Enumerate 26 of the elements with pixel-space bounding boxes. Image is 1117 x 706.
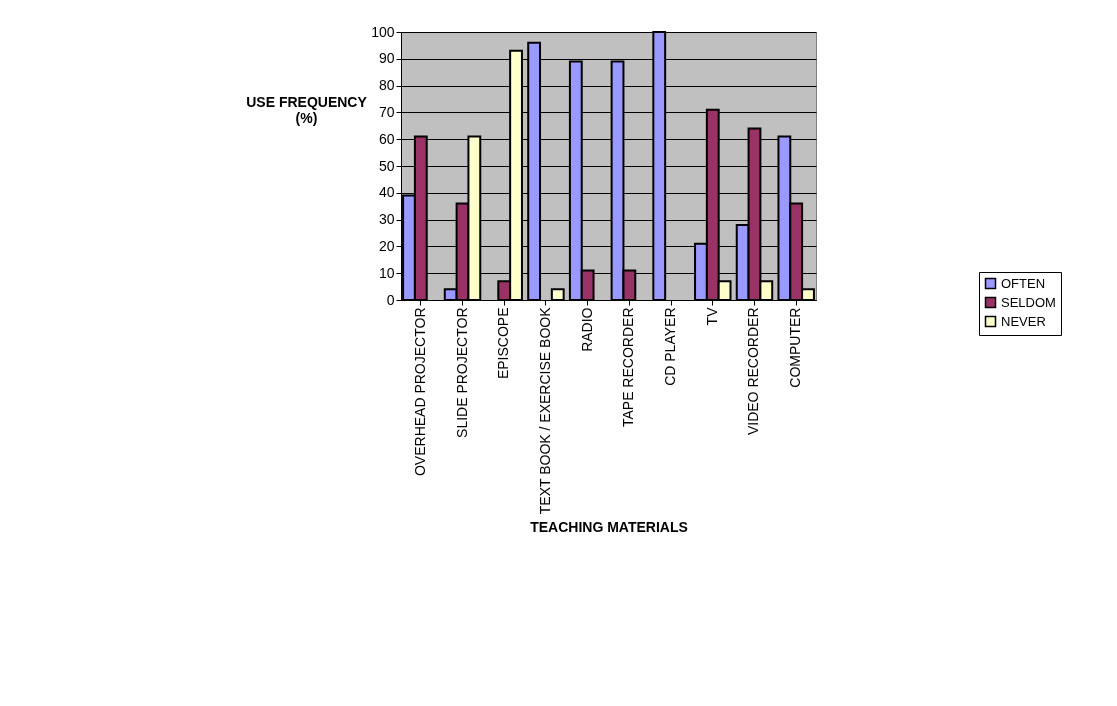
y-tick-label: 60 [378, 130, 395, 147]
x-tick-label: CD PLAYER [662, 307, 679, 386]
x-tick-label: SLIDE PROJECTOR [453, 307, 470, 438]
y-tick-label: 20 [378, 237, 395, 254]
legend-label: SELDOM [1001, 294, 1056, 310]
y-axis-title: USE FREQUENCY (%) [246, 93, 368, 126]
legend-label: NEVER [1001, 313, 1046, 329]
x-tick-label: RADIO [578, 307, 595, 352]
y-tick-label: 50 [378, 157, 395, 174]
x-tick-label: TV [703, 306, 720, 326]
x-tick-label: COMPUTER [787, 307, 804, 388]
y-tick-label: 0 [386, 291, 395, 308]
y-tick-label: 90 [378, 50, 395, 67]
y-tick-label: 10 [378, 264, 395, 281]
y-tick-label: 80 [378, 77, 395, 94]
x-tick-label: VIDEO RECORDER [745, 307, 762, 436]
legend-label: OFTEN [1001, 275, 1046, 291]
x-tick-label: TAPE RECORDER [620, 307, 637, 428]
y-tick-label: 40 [378, 184, 395, 201]
y-tick-label: 30 [378, 211, 395, 228]
x-tick-label: TEXT BOOK / EXERCISE BOOK [536, 306, 553, 515]
x-tick-label: OVERHEAD PROJECTOR [411, 307, 428, 477]
x-axis-title: TEACHING MATERIALS [530, 518, 688, 535]
x-tick-label: EPISCOPE [495, 307, 512, 380]
y-tick-label: 70 [378, 103, 395, 120]
y-tick-label: 100 [371, 23, 395, 40]
